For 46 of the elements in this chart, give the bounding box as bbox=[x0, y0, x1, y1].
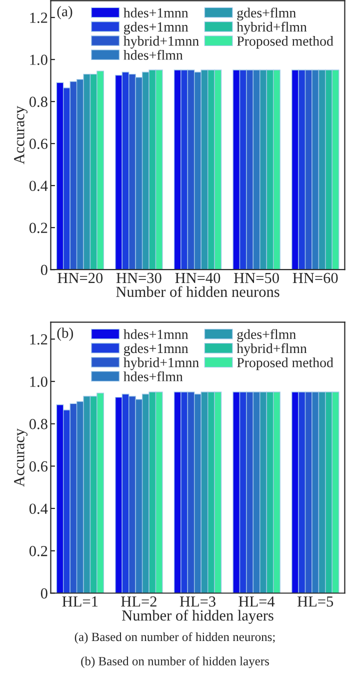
x-tick-label: HN=40 bbox=[175, 272, 220, 284]
x-axis-title: Number of hidden neurons bbox=[116, 286, 280, 297]
x-tick-label: HL=1 bbox=[62, 596, 98, 606]
annotation: (b) bbox=[57, 328, 73, 341]
y-tick-label: 1.0 bbox=[30, 376, 48, 387]
y-tick-label: 0.8 bbox=[29, 418, 48, 430]
legend-label: gdes+1mnn bbox=[124, 343, 188, 356]
y-tick-label: 1.2 bbox=[30, 12, 48, 23]
y-tick-label: 0 bbox=[40, 264, 48, 276]
annotation: (a) bbox=[57, 6, 72, 20]
x-tick-label: HL=4 bbox=[238, 596, 275, 606]
legend-label: Proposed method bbox=[237, 358, 334, 370]
x-tick-label: HN=60 bbox=[292, 272, 338, 284]
x-tick-label: HN=20 bbox=[58, 272, 103, 284]
y-tick-label: 1.0 bbox=[30, 54, 48, 66]
x-tick-label: HN=30 bbox=[116, 272, 162, 284]
legend-label: hdes+flmn bbox=[124, 50, 183, 60]
y-tick-label: 0.8 bbox=[29, 96, 48, 108]
x-tick-label: HN=50 bbox=[234, 272, 279, 284]
text: (a) Based on number of hidden neurons; bbox=[74, 632, 275, 644]
legend-label: hybrid+1mnn bbox=[124, 36, 199, 49]
legend-label: hybrid+flmn bbox=[236, 343, 307, 356]
y-tick-label: 0.6 bbox=[29, 461, 48, 472]
y-tick-label: 0.4 bbox=[29, 180, 48, 192]
y-tick-label: 0.4 bbox=[29, 504, 48, 514]
legend-label: Proposed method bbox=[237, 36, 334, 49]
x-axis-title: Number of hidden layers bbox=[122, 610, 274, 624]
y-tick-label: 0 bbox=[40, 588, 48, 599]
legend-label: hdes+1mnn bbox=[124, 329, 188, 340]
legend-label: hybrid+1mnn bbox=[124, 357, 199, 370]
legend-label: gdes+1mnn bbox=[124, 22, 188, 34]
y-tick-label: 1.2 bbox=[30, 334, 48, 345]
x-tick-label: HL=3 bbox=[180, 596, 216, 607]
y-axis-title: Accuracy bbox=[14, 106, 28, 164]
x-tick-label: HL=5 bbox=[297, 596, 334, 607]
legend-label: hdes+1mnn bbox=[124, 8, 188, 18]
legend-label: hybrid+flmn bbox=[236, 22, 307, 35]
y-tick-label: 0.2 bbox=[29, 222, 48, 234]
y-axis-title: Accuracy bbox=[14, 428, 28, 487]
legend-label: gdes+flmn bbox=[237, 8, 296, 20]
y-tick-label: 0.2 bbox=[29, 546, 48, 556]
legend-label: hdes+flmn bbox=[124, 371, 183, 382]
x-tick-label: HL=2 bbox=[121, 596, 156, 606]
legend-label: gdes+flmn bbox=[237, 329, 296, 342]
text: (b) Based on number of hidden layers bbox=[81, 656, 269, 668]
y-tick-label: 0.6 bbox=[29, 138, 48, 150]
